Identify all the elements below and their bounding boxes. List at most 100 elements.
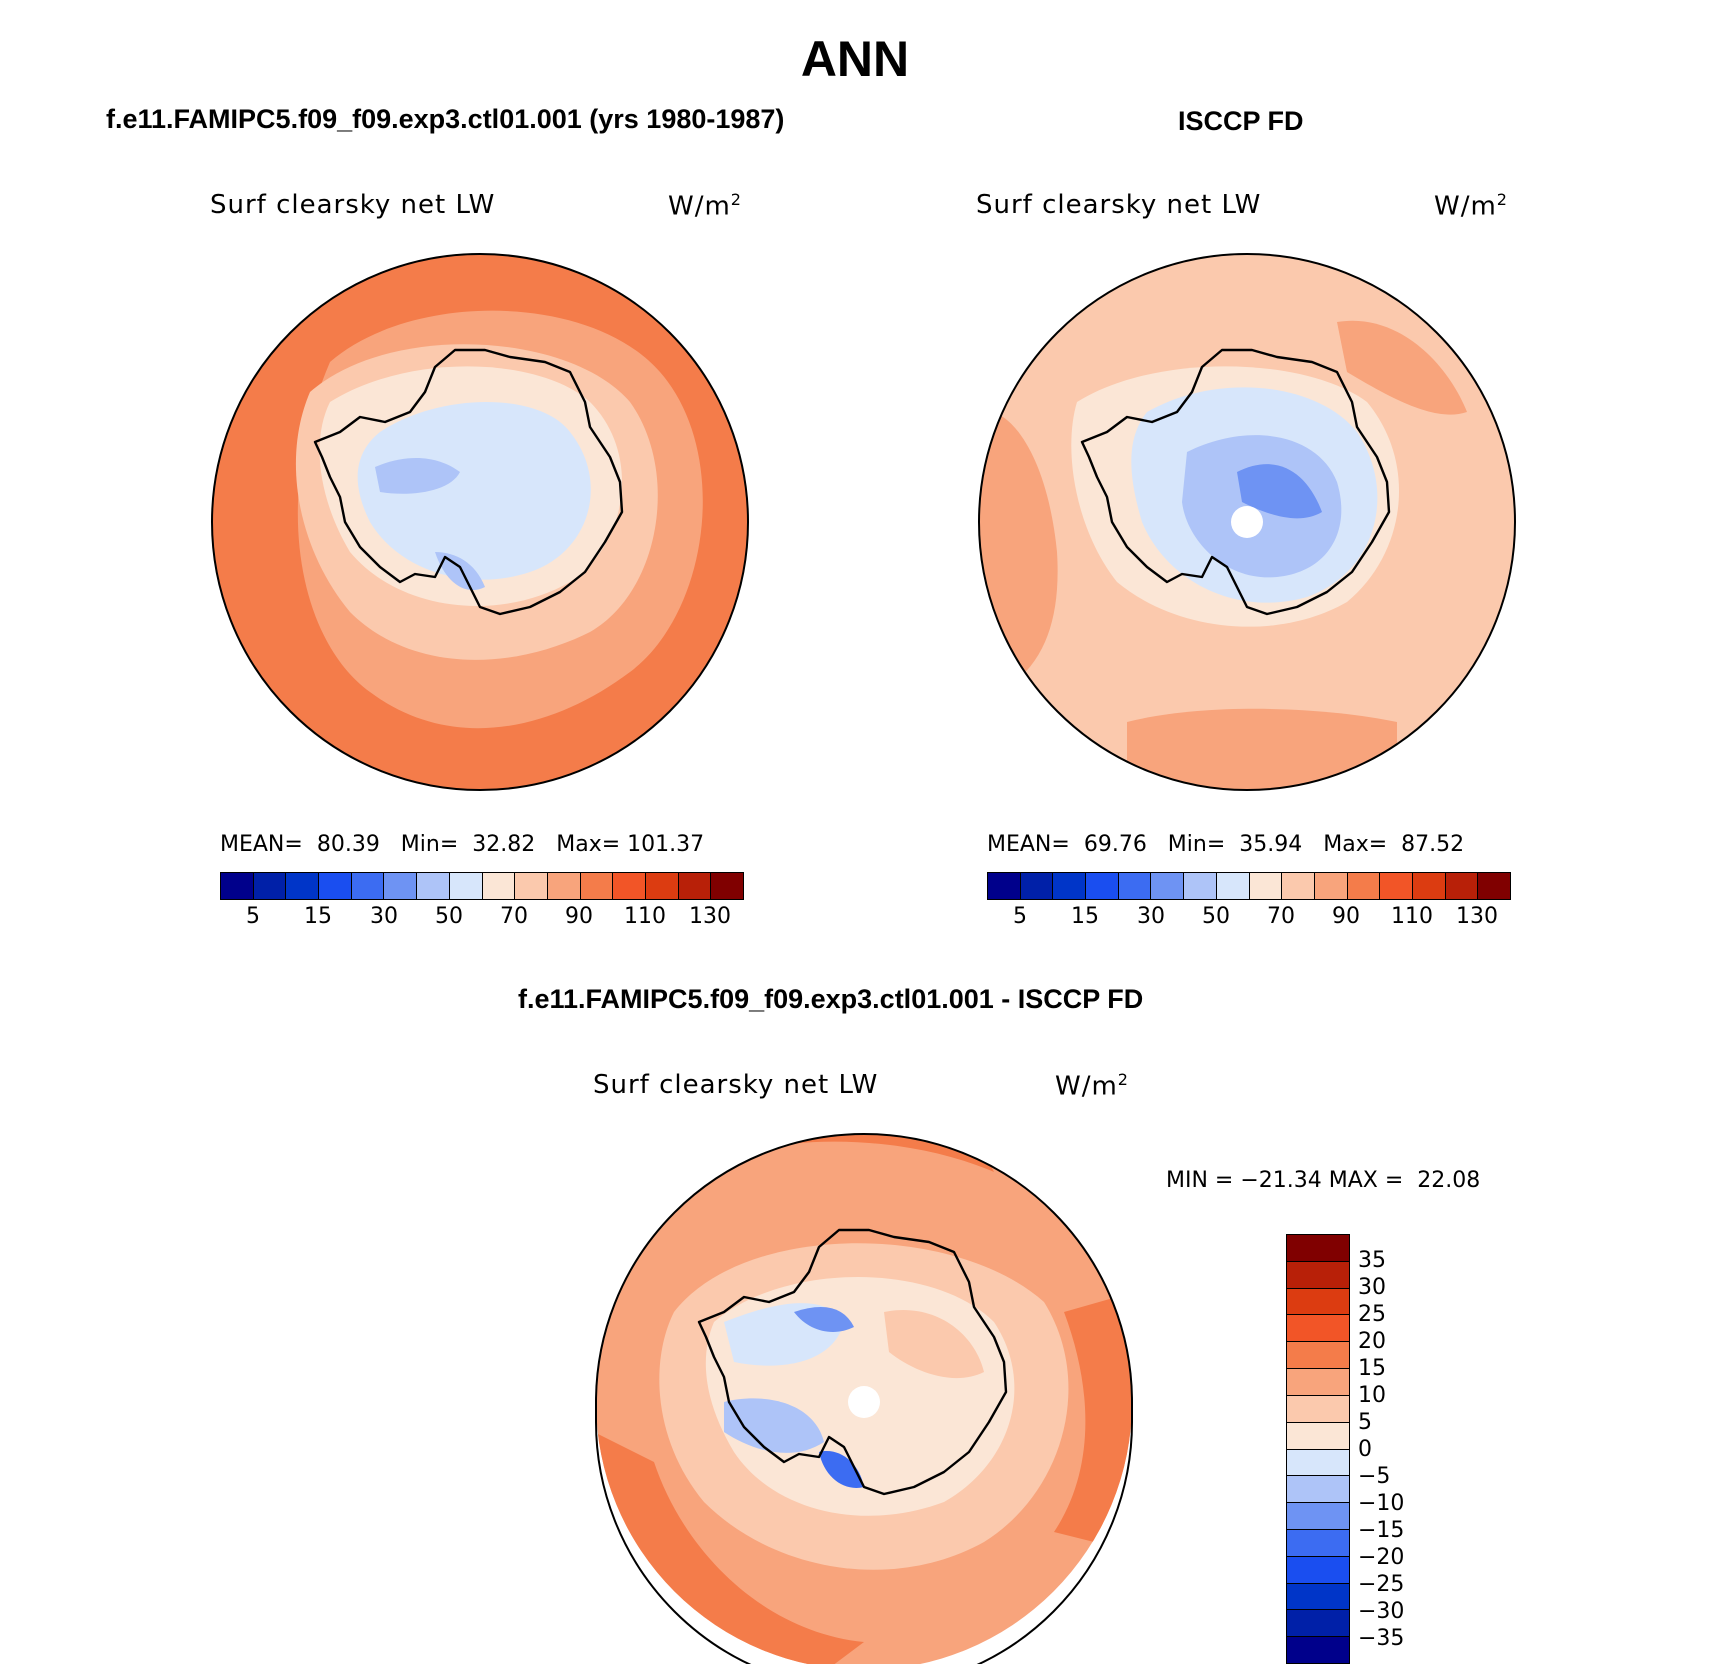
model-colorbar bbox=[220, 872, 744, 900]
obs-colorbar bbox=[987, 872, 1511, 900]
diff-colorbar bbox=[1286, 1234, 1350, 1664]
obs-ocean-patch-2 bbox=[1337, 320, 1467, 415]
diff-tick: 30 bbox=[1358, 1275, 1386, 1300]
diff-polar-map bbox=[595, 1133, 1133, 1664]
diff-colorbar-swatch bbox=[1287, 1288, 1349, 1316]
model-tick: 90 bbox=[565, 904, 593, 929]
diff-variable-label: Surf clearsky net LW bbox=[593, 1070, 879, 1100]
diff-tick: 35 bbox=[1358, 1248, 1386, 1273]
model-colorbar-swatch bbox=[482, 873, 516, 899]
diff-colorbar-swatch bbox=[1287, 1342, 1349, 1370]
obs-colorbar-swatch bbox=[1020, 873, 1054, 899]
model-polar-map bbox=[211, 253, 749, 791]
diff-pole-hole bbox=[848, 1386, 880, 1418]
obs-polar-map bbox=[978, 253, 1516, 791]
model-tick: 15 bbox=[304, 904, 332, 929]
diff-colorbar-swatch bbox=[1287, 1369, 1349, 1396]
obs-colorbar-swatch bbox=[1314, 873, 1348, 899]
model-colorbar-swatch bbox=[417, 873, 450, 899]
diff-panel-heading: f.e11.FAMIPC5.f09_f09.exp3.ctl01.001 - I… bbox=[518, 984, 1144, 1014]
diff-tick: 25 bbox=[1358, 1302, 1386, 1327]
diff-tick: −30 bbox=[1358, 1599, 1405, 1624]
model-tick: 110 bbox=[624, 904, 666, 929]
model-interior-low-2 bbox=[435, 552, 485, 591]
obs-colorbar-swatch bbox=[1478, 873, 1510, 899]
diff-colorbar-swatch bbox=[1287, 1395, 1349, 1423]
page-title: ANN bbox=[800, 31, 910, 87]
obs-colorbar-swatch bbox=[1151, 873, 1185, 899]
obs-stats: MEAN= 69.76 Min= 35.94 Max= 87.52 bbox=[987, 832, 1465, 857]
model-antarctica-interior bbox=[357, 402, 591, 580]
model-colorbar-swatch bbox=[645, 873, 679, 899]
diff-colorbar-swatch bbox=[1287, 1583, 1349, 1611]
diff-tick: −20 bbox=[1358, 1545, 1405, 1570]
diff-colorbar-swatch bbox=[1287, 1422, 1349, 1450]
diff-colorbar-swatch bbox=[1287, 1503, 1349, 1530]
model-colorbar-swatch bbox=[253, 873, 287, 899]
obs-tick: 70 bbox=[1267, 904, 1295, 929]
obs-interior-3 bbox=[1237, 464, 1322, 519]
diff-colorbar-swatch bbox=[1287, 1476, 1349, 1504]
obs-variable-label: Surf clearsky net LW bbox=[976, 190, 1262, 220]
model-colorbar-swatch bbox=[678, 873, 712, 899]
diff-colorbar-swatch bbox=[1287, 1637, 1349, 1663]
obs-tick: 5 bbox=[1013, 904, 1027, 929]
obs-colorbar-swatch bbox=[1053, 873, 1087, 899]
diff-tick: −25 bbox=[1358, 1572, 1405, 1597]
model-colorbar-swatch bbox=[613, 873, 646, 899]
obs-units-label: W/m2 bbox=[1434, 190, 1508, 222]
diff-minmax: MIN = −21.34 MAX = 22.08 bbox=[1166, 1168, 1481, 1193]
diff-colorbar-swatch bbox=[1287, 1261, 1349, 1289]
model-colorbar-swatch bbox=[221, 873, 254, 899]
model-colorbar-swatch bbox=[319, 873, 352, 899]
model-colorbar-swatch bbox=[711, 873, 743, 899]
obs-tick: 110 bbox=[1391, 904, 1433, 929]
obs-colorbar-swatch bbox=[1347, 873, 1381, 899]
diff-tick: 15 bbox=[1358, 1356, 1386, 1381]
obs-tick: 50 bbox=[1202, 904, 1230, 929]
diff-colorbar-swatch bbox=[1287, 1315, 1349, 1343]
model-tick: 130 bbox=[689, 904, 731, 929]
obs-tick: 130 bbox=[1456, 904, 1498, 929]
obs-tick: 30 bbox=[1137, 904, 1165, 929]
diff-tick: −10 bbox=[1358, 1491, 1405, 1516]
diff-colorbar-swatch bbox=[1287, 1529, 1349, 1557]
diff-colorbar-swatch bbox=[1287, 1235, 1349, 1262]
model-colorbar-swatch bbox=[515, 873, 548, 899]
diff-tick: 5 bbox=[1358, 1410, 1372, 1435]
diff-ocean-patch-2 bbox=[1054, 1292, 1132, 1552]
obs-colorbar-swatch bbox=[1282, 873, 1315, 899]
model-colorbar-swatch bbox=[351, 873, 385, 899]
diff-tick: 20 bbox=[1358, 1329, 1386, 1354]
diff-colorbar-swatch bbox=[1287, 1449, 1349, 1477]
model-tick: 50 bbox=[435, 904, 463, 929]
diff-tick: −35 bbox=[1358, 1626, 1405, 1651]
obs-colorbar-swatch bbox=[1184, 873, 1217, 899]
model-colorbar-swatch bbox=[449, 873, 483, 899]
obs-colorbar-swatch bbox=[1086, 873, 1119, 899]
obs-colorbar-swatch bbox=[1445, 873, 1479, 899]
model-units-label: W/m2 bbox=[668, 190, 742, 222]
obs-colorbar-swatch bbox=[1216, 873, 1250, 899]
model-tick: 30 bbox=[370, 904, 398, 929]
obs-colorbar-swatch bbox=[988, 873, 1021, 899]
model-tick: 5 bbox=[246, 904, 260, 929]
model-panel-heading: f.e11.FAMIPC5.f09_f09.exp3.ctl01.001 (yr… bbox=[106, 104, 785, 134]
model-colorbar-swatch bbox=[547, 873, 581, 899]
obs-tick: 15 bbox=[1071, 904, 1099, 929]
diff-negative-3 bbox=[724, 1398, 824, 1453]
model-variable-label: Surf clearsky net LW bbox=[210, 190, 496, 220]
diff-tick: −15 bbox=[1358, 1518, 1405, 1543]
diff-units-label: W/m2 bbox=[1055, 1070, 1129, 1102]
obs-ocean-patch-3 bbox=[1127, 708, 1397, 790]
model-colorbar-swatch bbox=[580, 873, 614, 899]
model-stats: MEAN= 80.39 Min= 32.82 Max= 101.37 bbox=[220, 832, 705, 857]
model-antarctica-coastline bbox=[313, 348, 624, 616]
diff-antarctica-coastline bbox=[697, 1228, 1008, 1496]
obs-colorbar-swatch bbox=[1118, 873, 1152, 899]
obs-colorbar-swatch bbox=[1249, 873, 1283, 899]
obs-colorbar-swatch bbox=[1412, 873, 1446, 899]
model-interior-low-1 bbox=[375, 457, 460, 494]
diff-tick: 10 bbox=[1358, 1383, 1386, 1408]
diff-colorbar-swatch bbox=[1287, 1556, 1349, 1584]
